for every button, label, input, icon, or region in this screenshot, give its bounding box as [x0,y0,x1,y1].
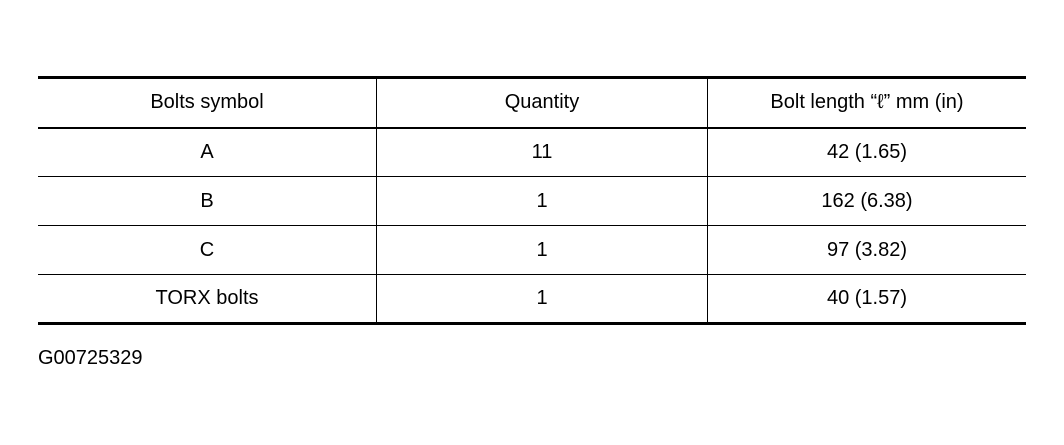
figure-id: G00725329 [38,347,143,369]
cell-quantity: 1 [376,274,708,324]
cell-quantity: 11 [376,127,708,177]
table-row: TORX bolts 1 40 (1.57) [38,274,1026,324]
cell-length: 42 (1.65) [707,127,1026,177]
header-bolts-symbol: Bolts symbol [150,91,264,114]
cell-quantity: 1 [376,176,708,226]
cell-quantity: 1 [376,225,708,275]
cell-length: 162 (6.38) [707,176,1026,226]
cell-symbol: TORX bolts [155,287,259,309]
header-row: Bolts symbol Quantity Bolt length “ℓ” mm… [38,77,1026,128]
header-quantity: Quantity [376,77,708,128]
table-row: A 11 42 (1.65) [38,127,1026,177]
cell-symbol: C [199,238,215,261]
cell-length: 40 (1.57) [707,274,1026,324]
header-bolt-length: Bolt length “ℓ” mm (in) [707,77,1026,128]
bolts-table: Bolts symbol Quantity Bolt length “ℓ” mm… [38,76,1026,325]
cell-symbol: A [200,140,214,163]
cell-length: 97 (3.82) [707,225,1026,275]
table-row: B 1 162 (6.38) [38,176,1026,226]
cell-symbol: B [200,189,214,212]
table-row: C 1 97 (3.82) [38,225,1026,275]
